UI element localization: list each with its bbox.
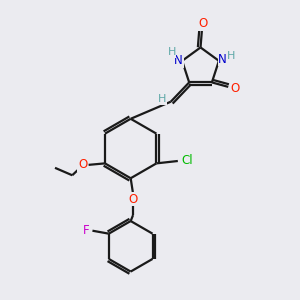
Text: Cl: Cl bbox=[181, 154, 193, 167]
Text: O: O bbox=[199, 17, 208, 30]
Text: H: H bbox=[227, 51, 236, 61]
Text: F: F bbox=[83, 224, 90, 237]
Text: O: O bbox=[230, 82, 239, 95]
Text: H: H bbox=[158, 94, 166, 104]
Text: O: O bbox=[128, 193, 138, 206]
Text: N: N bbox=[174, 54, 183, 67]
Text: N: N bbox=[218, 53, 227, 66]
Text: O: O bbox=[78, 158, 87, 171]
Text: H: H bbox=[168, 47, 176, 58]
